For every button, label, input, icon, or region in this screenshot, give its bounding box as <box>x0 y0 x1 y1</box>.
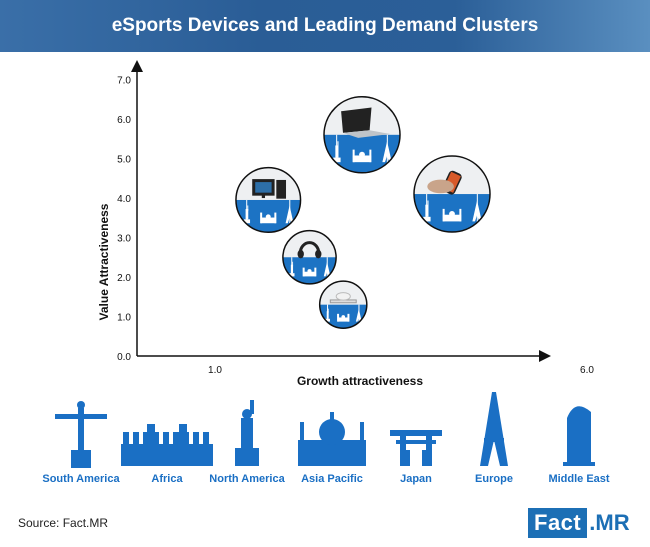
statue-of-liberty-icon <box>235 400 259 466</box>
region-label: North America <box>209 473 285 485</box>
headphones-icon <box>297 241 322 259</box>
logo-mr: .MR <box>589 510 630 535</box>
region-north-america: North America <box>197 388 297 488</box>
taj-mahal-icon <box>298 412 366 466</box>
region-label: Middle East <box>548 473 610 485</box>
region-label: Asia Pacific <box>301 473 363 485</box>
x-tick-label: 1.0 <box>208 365 222 376</box>
y-tick-label: 0.0 <box>117 352 131 363</box>
y-tick-label: 7.0 <box>117 76 131 87</box>
y-tick-label: 4.0 <box>117 194 131 205</box>
gamepad-icon <box>329 292 357 304</box>
y-tick-label: 6.0 <box>117 115 131 126</box>
region-africa: Africa <box>117 388 217 488</box>
region-label: Japan <box>400 473 432 485</box>
y-tick-label: 5.0 <box>117 155 131 166</box>
y-axis-label: Value Attractiveness <box>97 203 111 320</box>
region-japan: Japan <box>366 388 466 488</box>
source-note: Source: Fact.MR <box>18 516 109 530</box>
eiffel-tower-icon <box>480 392 508 466</box>
y-tick-label: 1.0 <box>117 313 131 324</box>
bubble-desktop <box>235 166 302 234</box>
region-label: Europe <box>475 473 513 485</box>
region-label: South America <box>42 473 120 485</box>
desktop-icon <box>252 179 287 199</box>
region-legend: South America Africa North America Asia Pac… <box>0 388 650 488</box>
header-banner: eSports Devices and Leading Demand Clust… <box>0 0 650 52</box>
smartphone-icon <box>427 170 462 195</box>
page-title: eSports Devices and Leading Demand Clust… <box>111 15 539 36</box>
bubble-headphones <box>282 229 337 285</box>
bubble-gamepad <box>318 280 368 329</box>
bubble-smartphone <box>413 155 491 233</box>
logo-fact: Fact <box>528 508 588 538</box>
factmr-logo: Fact .MR <box>528 506 630 540</box>
bubble-laptop <box>323 96 401 174</box>
burj-al-arab-icon <box>563 406 595 466</box>
bubble-chart: 0.0 1.0 2.0 3.0 4.0 5.0 6.0 7.0 1.0 6.0 Growth at… <box>97 60 594 388</box>
region-asia-pacific: Asia Pacific <box>282 388 382 488</box>
y-tick-label: 3.0 <box>117 234 131 245</box>
laptop-icon <box>341 107 391 138</box>
region-middle-east: Middle East <box>529 388 629 488</box>
region-label: Africa <box>151 473 183 485</box>
christ-redeemer-icon <box>55 401 107 468</box>
y-tick-label: 2.0 <box>117 273 131 284</box>
region-south-america: South America <box>31 388 131 488</box>
torii-gate-icon <box>390 430 442 466</box>
africa-monument-icon <box>121 424 213 466</box>
x-tick-label: 6.0 <box>580 365 594 376</box>
region-europe: Europe <box>444 388 544 488</box>
x-axis-label: Growth attractiveness <box>297 374 423 388</box>
